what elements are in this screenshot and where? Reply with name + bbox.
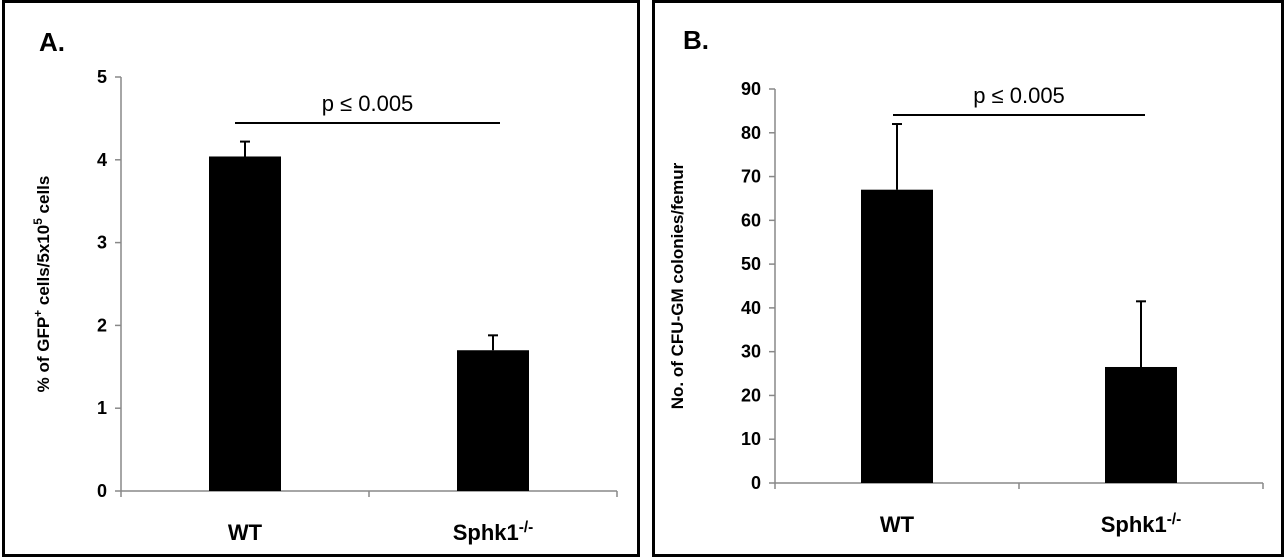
y-axis-label: % of GFP+ cells/5x105 cells <box>31 176 53 393</box>
bar-wt <box>209 156 281 491</box>
y-tick-label: 0 <box>751 473 761 493</box>
category-label: Sphk1-/- <box>1101 511 1182 538</box>
y-tick-label: 2 <box>97 315 107 335</box>
bar-sphk1 <box>1105 366 1177 483</box>
y-tick-label: 90 <box>741 79 761 99</box>
chart-panel-a: A. 0 1 2 3 4 5 WT Sphk1-/- p ≤ 0.005 % of GFP+ cel… <box>2 0 640 557</box>
y-tick-label: 5 <box>97 67 107 87</box>
chart-b-svg: B. 0 10 20 30 40 50 60 70 80 90 WT Sphk1-/- p ≤ 0.005… <box>668 25 1264 538</box>
p-value-annotation: p ≤ 0.005 <box>322 91 414 116</box>
y-tick-label: 50 <box>741 254 761 274</box>
category-label: WT <box>880 512 915 537</box>
y-tick-label: 1 <box>97 398 107 418</box>
y-tick-label: 10 <box>741 429 761 449</box>
y-tick-label: 60 <box>741 210 761 230</box>
panel-label-a: A. <box>39 27 65 57</box>
bar-wt <box>861 189 933 483</box>
chart-panel-b: B. 0 10 20 30 40 50 60 70 80 90 WT Sphk1-/- p ≤ 0.005… <box>652 0 1284 557</box>
y-tick-label: 4 <box>97 150 107 170</box>
panel-label-b: B. <box>683 25 709 55</box>
p-value-annotation: p ≤ 0.005 <box>973 83 1065 108</box>
y-tick-label: 3 <box>97 233 107 253</box>
y-tick-label: 0 <box>97 481 107 501</box>
bar-sphk1 <box>457 350 529 491</box>
y-axis-label: No. of CFU-GM colonies/femur <box>668 162 687 409</box>
y-tick-label: 30 <box>741 342 761 362</box>
y-tick-label: 40 <box>741 298 761 318</box>
y-tick-label: 80 <box>741 123 761 143</box>
y-tick-label: 20 <box>741 385 761 405</box>
category-label: Sphk1-/- <box>453 519 534 546</box>
chart-a-svg: A. 0 1 2 3 4 5 WT Sphk1-/- p ≤ 0.005 % of GFP+ cel… <box>31 27 618 546</box>
y-tick-label: 70 <box>741 167 761 187</box>
category-label: WT <box>228 520 263 545</box>
